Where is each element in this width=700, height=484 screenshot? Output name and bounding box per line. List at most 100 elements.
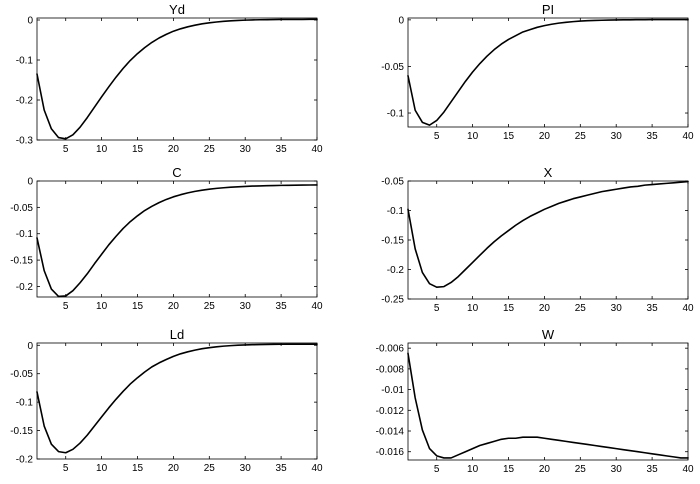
y-tick-label: -0.25 xyxy=(381,295,404,306)
y-tick-label: -0.012 xyxy=(376,406,405,417)
y-tick-label: 0 xyxy=(27,16,33,27)
x-tick-label: 35 xyxy=(647,131,659,142)
x-tick-label: 20 xyxy=(168,301,180,312)
x-tick-label: 10 xyxy=(96,301,108,312)
y-tick-label: -0.1 xyxy=(16,229,34,240)
y-tick-label: -0.1 xyxy=(387,206,405,217)
x-tick-label: 35 xyxy=(647,464,659,475)
series-line xyxy=(36,18,318,140)
x-tick-label: 20 xyxy=(168,463,180,474)
x-tick-label: 5 xyxy=(434,131,440,142)
panel-title: W xyxy=(542,327,555,342)
series-line xyxy=(407,352,689,459)
x-tick-label: 10 xyxy=(467,464,479,475)
x-tick-label: 5 xyxy=(434,464,440,475)
x-tick-label: 15 xyxy=(503,131,515,142)
series-line xyxy=(407,18,689,126)
x-tick-label: 10 xyxy=(467,131,479,142)
y-tick-label: -0.05 xyxy=(381,177,404,188)
y-tick-label: -0.2 xyxy=(16,455,34,466)
y-tick-label: 0 xyxy=(27,177,33,188)
panel-title: C xyxy=(172,165,181,180)
y-tick-label: 0 xyxy=(398,15,404,26)
x-tick-label: 35 xyxy=(276,463,288,474)
y-tick-label: -0.2 xyxy=(16,282,34,293)
axes-box xyxy=(407,180,689,300)
panel-x: X 5 10 15 20 25 30 35 40 -0.05 -0.1 -0.15 -0.2 -0.25 xyxy=(381,165,694,314)
x-tick-label: 5 xyxy=(63,144,69,155)
panel-c: C 5 10 15 20 25 30 35 40 0 -0.05 -0.1 -0.15 -0.2 xyxy=(10,165,323,312)
x-tick-label: 25 xyxy=(575,131,587,142)
x-tick-label: 15 xyxy=(132,301,144,312)
panel-title: X xyxy=(544,165,553,180)
x-tick-label: 20 xyxy=(539,131,551,142)
x-tick-label: 40 xyxy=(682,131,694,142)
panel-ld: Ld 5 10 15 20 25 30 35 40 0 -0.05 -0.1 -0.15 -0.2 xyxy=(10,327,323,474)
x-tick-label: 10 xyxy=(96,463,108,474)
x-tick-label: 30 xyxy=(611,303,623,314)
x-tick-label: 25 xyxy=(575,303,587,314)
y-tick-label: 0 xyxy=(27,341,33,352)
x-tick-label: 30 xyxy=(240,144,252,155)
y-tick-label: -0.3 xyxy=(16,136,34,147)
panel-w: W 5 10 15 20 25 30 35 40 -0.006 -0.008 -0.01 -0.012 -… xyxy=(376,327,694,475)
x-tick-label: 5 xyxy=(63,301,69,312)
x-tick-label: 40 xyxy=(311,463,323,474)
axes-box xyxy=(36,17,318,141)
x-tick-label: 10 xyxy=(96,144,108,155)
panel-pi: PI 5 10 15 20 25 30 35 40 0 -0.05 -0.1 xyxy=(381,2,694,142)
x-tick-label: 25 xyxy=(204,463,216,474)
x-tick-label: 30 xyxy=(240,301,252,312)
x-tick-label: 15 xyxy=(132,463,144,474)
x-tick-label: 15 xyxy=(132,144,144,155)
y-tick-label: -0.05 xyxy=(10,369,33,380)
x-tick-label: 30 xyxy=(611,131,623,142)
x-tick-label: 40 xyxy=(682,464,694,475)
y-tick-label: -0.05 xyxy=(381,62,404,73)
x-tick-label: 40 xyxy=(311,144,323,155)
x-tick-label: 25 xyxy=(575,464,587,475)
x-tick-label: 25 xyxy=(204,144,216,155)
panel-yd: Yd 5 10 15 20 25 30 35 40 0 -0.1 -0.2 -0.3 xyxy=(16,2,323,155)
x-tick-label: 20 xyxy=(539,303,551,314)
series-line xyxy=(36,343,318,454)
panel-title: PI xyxy=(542,2,554,17)
x-tick-label: 40 xyxy=(682,303,694,314)
x-tick-label: 30 xyxy=(240,463,252,474)
y-tick-label: -0.008 xyxy=(376,364,405,375)
y-tick-label: -0.2 xyxy=(387,265,405,276)
x-tick-label: 35 xyxy=(276,301,288,312)
y-tick-label: -0.01 xyxy=(381,385,404,396)
x-tick-label: 20 xyxy=(168,144,180,155)
y-tick-label: -0.006 xyxy=(376,344,405,355)
x-tick-label: 15 xyxy=(503,464,515,475)
y-tick-label: -0.15 xyxy=(10,256,33,267)
x-tick-label: 35 xyxy=(276,144,288,155)
panel-title: Yd xyxy=(169,2,185,17)
axes-box xyxy=(36,180,318,298)
y-tick-label: -0.2 xyxy=(16,96,34,107)
x-tick-label: 30 xyxy=(611,464,623,475)
y-tick-label: -0.1 xyxy=(16,56,34,67)
x-tick-label: 35 xyxy=(647,303,659,314)
x-tick-label: 5 xyxy=(434,303,440,314)
panel-title: Ld xyxy=(170,327,184,342)
axes-box xyxy=(407,342,689,461)
series-line xyxy=(407,180,689,289)
y-tick-label: -0.05 xyxy=(10,203,33,214)
x-tick-label: 20 xyxy=(539,464,551,475)
x-tick-label: 15 xyxy=(503,303,515,314)
x-tick-label: 25 xyxy=(204,301,216,312)
y-tick-label: -0.014 xyxy=(376,427,405,438)
y-tick-label: -0.016 xyxy=(376,447,405,458)
x-tick-label: 10 xyxy=(467,303,479,314)
y-tick-label: -0.15 xyxy=(10,426,33,437)
axes-box xyxy=(36,342,318,460)
y-tick-label: -0.15 xyxy=(381,236,404,247)
axes-box xyxy=(407,17,689,128)
y-tick-label: -0.1 xyxy=(16,398,34,409)
x-tick-label: 40 xyxy=(311,301,323,312)
x-tick-label: 5 xyxy=(63,463,69,474)
series-line xyxy=(36,184,318,298)
